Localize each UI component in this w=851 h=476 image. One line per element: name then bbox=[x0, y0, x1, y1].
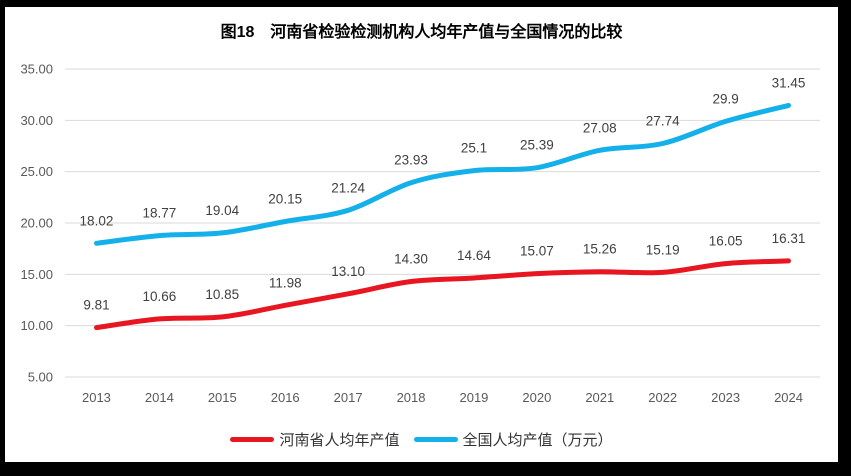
data-label-series-1: 27.74 bbox=[646, 114, 680, 129]
x-tick-label: 2016 bbox=[271, 390, 300, 405]
x-tick-label: 2023 bbox=[711, 390, 740, 405]
data-label-series-1: 27.08 bbox=[583, 120, 617, 135]
data-label-series-0: 15.19 bbox=[646, 242, 680, 257]
data-label-series-0: 10.66 bbox=[142, 289, 176, 304]
data-label-series-1: 29.9 bbox=[712, 91, 738, 106]
line-chart-plot-area: 5.00 10.00 15.00 20.00 25.00 30.00 35.00 2013 20… bbox=[20, 62, 820, 405]
data-label-series-0: 10.85 bbox=[205, 287, 239, 302]
legend-item-henan: 河南省人均年产值 bbox=[230, 429, 400, 450]
chart-frame: 图18 河南省检验检测机构人均年产值与全国情况的比较 5.00 10.00 15.0… bbox=[5, 7, 838, 462]
data-label-series-1: 19.04 bbox=[205, 203, 239, 218]
x-tick-label: 2020 bbox=[522, 390, 551, 405]
y-tick-label: 15.00 bbox=[20, 267, 53, 282]
data-label-series-0: 14.64 bbox=[457, 248, 491, 263]
series-line-1 bbox=[94, 102, 791, 246]
x-tick-label: 2024 bbox=[774, 390, 803, 405]
data-label-series-0: 14.30 bbox=[394, 252, 428, 267]
data-label-series-0: 13.10 bbox=[331, 264, 365, 279]
data-label-series-0: 9.81 bbox=[83, 298, 109, 313]
x-tick-label: 2018 bbox=[397, 390, 426, 405]
data-label-series-1: 23.93 bbox=[394, 153, 428, 168]
y-tick-label: 30.00 bbox=[20, 113, 53, 128]
data-label-series-0: 15.26 bbox=[583, 242, 617, 257]
y-tick-label: 20.00 bbox=[20, 216, 53, 231]
legend-label-national: 全国人均产值（万元） bbox=[462, 431, 613, 449]
chart-legend: 河南省人均年产值 全国人均产值（万元） bbox=[5, 428, 838, 450]
data-label-series-0: 15.07 bbox=[520, 244, 554, 259]
y-tick-label: 25.00 bbox=[20, 164, 53, 179]
data-label-series-1: 18.77 bbox=[142, 206, 176, 221]
x-tick-label: 2014 bbox=[145, 390, 174, 405]
x-tick-label: 2021 bbox=[585, 390, 614, 405]
series-line-0 bbox=[94, 258, 791, 331]
data-label-series-1: 25.1 bbox=[461, 141, 487, 156]
data-label-series-0: 16.31 bbox=[772, 231, 806, 246]
data-label-series-1: 31.45 bbox=[772, 75, 806, 90]
y-tick-label: 10.00 bbox=[20, 318, 53, 333]
data-label-series-1: 20.15 bbox=[268, 191, 302, 206]
legend-label-henan: 河南省人均年产值 bbox=[279, 431, 400, 449]
x-tick-label: 2019 bbox=[459, 390, 488, 405]
data-label-series-1: 25.39 bbox=[520, 138, 554, 153]
data-label-series-0: 16.05 bbox=[709, 234, 743, 249]
y-tick-label: 5.00 bbox=[28, 370, 53, 385]
x-tick-label: 2017 bbox=[334, 390, 363, 405]
chart-title: 图18 河南省检验检测机构人均年产值与全国情况的比较 bbox=[220, 24, 623, 41]
x-tick-label: 2022 bbox=[648, 390, 677, 405]
x-tick-label: 2013 bbox=[82, 390, 111, 405]
x-tick-label: 2015 bbox=[208, 390, 237, 405]
legend-item-national: 全国人均产值（万元） bbox=[413, 429, 613, 450]
data-label-series-1: 21.24 bbox=[331, 180, 365, 195]
legend-swatch-blue-line-icon bbox=[413, 436, 458, 442]
legend-swatch-red-line-icon bbox=[230, 436, 275, 442]
data-label-series-0: 11.98 bbox=[269, 275, 302, 290]
data-label-series-1: 18.02 bbox=[80, 213, 114, 228]
y-tick-label: 35.00 bbox=[20, 62, 53, 77]
